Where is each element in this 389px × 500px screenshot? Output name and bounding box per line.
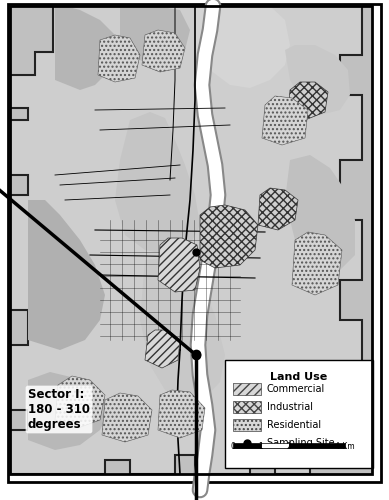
Bar — [261, 443, 289, 448]
Polygon shape — [140, 258, 225, 400]
Bar — [233, 443, 261, 448]
Polygon shape — [262, 96, 308, 145]
Polygon shape — [200, 205, 258, 268]
Text: Land Use: Land Use — [270, 372, 328, 382]
Bar — [289, 443, 345, 448]
Polygon shape — [120, 6, 190, 70]
Text: Commercial: Commercial — [267, 384, 325, 394]
Polygon shape — [115, 112, 200, 255]
Polygon shape — [55, 6, 120, 90]
Text: Industrial: Industrial — [267, 402, 313, 412]
Polygon shape — [158, 238, 200, 292]
Text: 2: 2 — [287, 442, 291, 451]
Polygon shape — [258, 188, 298, 230]
Polygon shape — [28, 200, 105, 350]
Polygon shape — [142, 30, 185, 72]
Polygon shape — [288, 82, 328, 120]
Text: 1: 1 — [259, 442, 263, 451]
Polygon shape — [158, 390, 205, 438]
Bar — [233, 383, 261, 395]
Polygon shape — [28, 372, 110, 450]
Polygon shape — [195, 6, 290, 88]
Polygon shape — [285, 155, 355, 270]
Polygon shape — [98, 35, 140, 82]
Polygon shape — [292, 232, 342, 295]
Bar — [233, 401, 261, 413]
Text: 4 Km: 4 Km — [335, 442, 355, 451]
Bar — [225, 360, 373, 468]
Polygon shape — [285, 45, 350, 115]
Polygon shape — [55, 376, 105, 428]
Polygon shape — [145, 330, 180, 368]
Text: Sector I:
180 - 310
degrees: Sector I: 180 - 310 degrees — [28, 388, 90, 431]
Text: Residential: Residential — [267, 420, 321, 430]
Polygon shape — [102, 393, 152, 442]
Text: 0: 0 — [231, 442, 235, 451]
Text: Sampling Site: Sampling Site — [267, 438, 335, 448]
Polygon shape — [10, 6, 362, 474]
Bar — [233, 419, 261, 431]
